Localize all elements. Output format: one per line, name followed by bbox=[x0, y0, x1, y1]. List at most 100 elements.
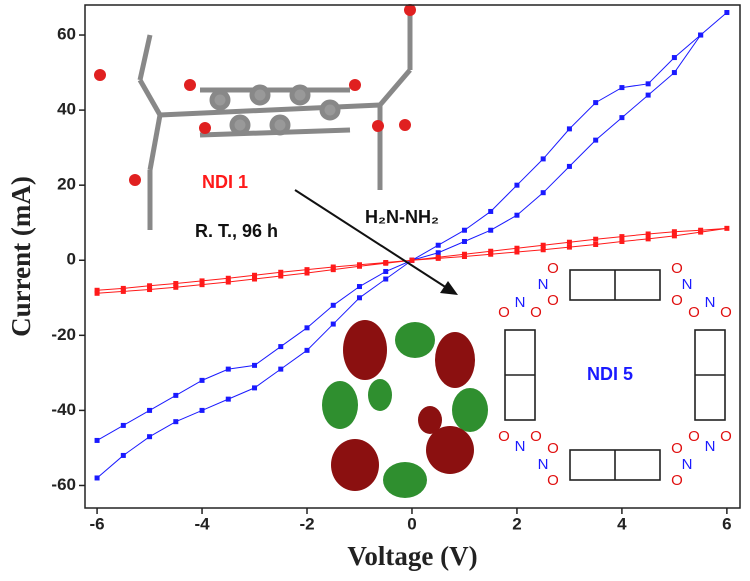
data-point bbox=[120, 285, 126, 291]
data-point bbox=[330, 264, 336, 270]
data-point bbox=[461, 227, 467, 233]
data-point bbox=[540, 247, 546, 253]
data-point bbox=[173, 281, 179, 287]
data-point bbox=[304, 347, 310, 353]
atom-label: O bbox=[671, 260, 683, 277]
data-point bbox=[540, 242, 546, 248]
data-point bbox=[147, 287, 153, 293]
data-point bbox=[304, 325, 310, 331]
data-point bbox=[225, 396, 231, 402]
x-tick-label: 6 bbox=[722, 514, 731, 533]
atom-label: O bbox=[530, 428, 542, 445]
data-point bbox=[566, 244, 572, 250]
data-point bbox=[252, 385, 258, 391]
atom-label: N bbox=[538, 276, 549, 293]
x-axis-label: Voltage (V) bbox=[347, 541, 477, 571]
data-point bbox=[278, 366, 284, 372]
series-label: NDI 5 bbox=[587, 364, 633, 384]
atom-label: O bbox=[498, 304, 510, 321]
data-point bbox=[514, 245, 520, 251]
data-point bbox=[173, 284, 179, 290]
data-point bbox=[645, 236, 651, 242]
data-point bbox=[619, 238, 625, 244]
data-point bbox=[566, 126, 572, 132]
data-point bbox=[330, 302, 336, 308]
data-point bbox=[356, 295, 362, 301]
series-label: NDI 1 bbox=[202, 172, 248, 192]
y-tick-label: 0 bbox=[67, 250, 76, 269]
atom-label: O bbox=[530, 304, 542, 321]
data-point bbox=[120, 452, 126, 458]
data-point bbox=[540, 156, 546, 162]
x-tick-label: -4 bbox=[194, 514, 210, 533]
data-point bbox=[356, 263, 362, 269]
data-point bbox=[330, 321, 336, 327]
atom-label: O bbox=[547, 440, 559, 457]
atom-label: O bbox=[671, 440, 683, 457]
y-axis-label: Current (mA) bbox=[6, 176, 36, 337]
atom-label: N bbox=[705, 294, 716, 311]
data-point bbox=[94, 475, 100, 481]
data-point bbox=[330, 267, 336, 273]
x-tick-label: -2 bbox=[299, 514, 314, 533]
data-point bbox=[225, 366, 231, 372]
data-point bbox=[724, 10, 730, 16]
data-point bbox=[671, 229, 677, 235]
data-point bbox=[409, 257, 415, 263]
data-point bbox=[514, 182, 520, 188]
y-tick-label: 40 bbox=[57, 100, 76, 119]
atom-label: N bbox=[705, 438, 716, 455]
data-point bbox=[593, 137, 599, 143]
atom-label: N bbox=[538, 456, 549, 473]
data-point bbox=[147, 283, 153, 289]
atom-label: O bbox=[720, 304, 732, 321]
atom-label: O bbox=[547, 292, 559, 309]
annotation: H₂N-NH₂ bbox=[365, 207, 439, 227]
data-point bbox=[225, 275, 231, 281]
atom-label: O bbox=[688, 304, 700, 321]
y-tick-label: -60 bbox=[51, 475, 76, 494]
data-point bbox=[435, 254, 441, 260]
data-point bbox=[252, 276, 258, 282]
data-point bbox=[383, 260, 389, 266]
data-point bbox=[278, 269, 284, 275]
data-point bbox=[698, 227, 704, 233]
atom-label: O bbox=[688, 428, 700, 445]
y-tick-label: -40 bbox=[51, 400, 76, 419]
atom-label: O bbox=[547, 472, 559, 489]
data-point bbox=[619, 234, 625, 240]
data-point bbox=[645, 231, 651, 237]
data-point bbox=[199, 282, 205, 288]
data-point bbox=[671, 233, 677, 239]
data-point bbox=[252, 362, 258, 368]
data-point bbox=[278, 273, 284, 279]
data-point bbox=[514, 212, 520, 218]
data-point bbox=[147, 434, 153, 440]
y-tick-label: -20 bbox=[51, 325, 76, 344]
data-point bbox=[304, 270, 310, 276]
data-point bbox=[619, 85, 625, 91]
data-point bbox=[698, 32, 704, 38]
data-point bbox=[671, 70, 677, 76]
x-tick-label: -6 bbox=[90, 514, 105, 533]
data-point bbox=[94, 290, 100, 296]
atom-label: N bbox=[682, 456, 693, 473]
data-point bbox=[120, 422, 126, 428]
reaction-arrow bbox=[294, 189, 451, 291]
data-point bbox=[540, 190, 546, 196]
ndi1-molecule bbox=[94, 4, 416, 230]
data-point bbox=[252, 272, 258, 278]
data-point bbox=[199, 407, 205, 413]
data-point bbox=[593, 241, 599, 247]
data-point bbox=[514, 249, 520, 255]
data-point bbox=[173, 392, 179, 398]
data-point bbox=[304, 267, 310, 273]
data-point bbox=[147, 407, 153, 413]
y-tick-label: 60 bbox=[57, 25, 76, 44]
data-point bbox=[94, 287, 100, 293]
data-point bbox=[671, 55, 677, 61]
arrow-head bbox=[440, 281, 458, 295]
data-point bbox=[566, 239, 572, 245]
data-point bbox=[488, 248, 494, 254]
